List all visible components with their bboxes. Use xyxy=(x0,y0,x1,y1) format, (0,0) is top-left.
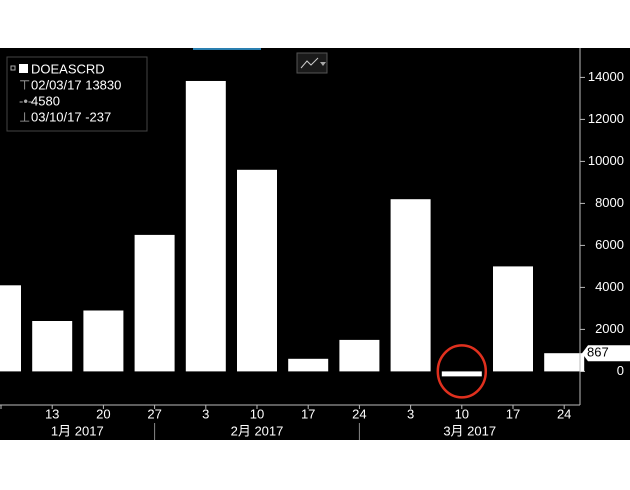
bar xyxy=(134,234,175,372)
bar xyxy=(390,199,431,372)
bar xyxy=(544,353,585,372)
legend-high: 02/03/17 13830 xyxy=(31,77,121,92)
x-tick-label: 10 xyxy=(250,406,264,421)
y-tick-label: 6000 xyxy=(595,237,624,252)
highlight-circle xyxy=(436,344,488,399)
x-tick-label: 20 xyxy=(96,406,110,421)
legend-high-icon: ⊤ xyxy=(19,77,30,92)
bar xyxy=(185,80,226,372)
bar xyxy=(339,339,380,372)
x-tick-label: 17 xyxy=(506,406,520,421)
month-label: 2月 2017 xyxy=(231,423,284,438)
dropdown-arrow xyxy=(320,62,326,66)
x-tick-label: 24 xyxy=(557,406,571,421)
legend-ticker: DOEASCRD xyxy=(31,61,105,76)
legend-marker xyxy=(10,65,16,71)
x-tick-label: 10 xyxy=(455,406,469,421)
y-tick-label: 12000 xyxy=(588,111,624,126)
x-tick-label: 27 xyxy=(147,406,161,421)
bar xyxy=(83,310,124,372)
bar xyxy=(288,358,329,372)
x-tick-label: 3 xyxy=(407,406,414,421)
x-tick-label: 17 xyxy=(301,406,315,421)
bar xyxy=(32,321,73,372)
month-label: 3月 2017 xyxy=(443,423,496,438)
x-tick-label: 24 xyxy=(352,406,366,421)
tab-indicator xyxy=(193,48,261,50)
bar xyxy=(0,285,21,372)
last-value-label: 867 xyxy=(587,345,609,360)
y-tick-label: 4000 xyxy=(595,279,624,294)
last-value-tag xyxy=(582,345,630,362)
y-tick-label: 8000 xyxy=(595,195,624,210)
bar xyxy=(237,169,277,372)
y-tick-label: 14000 xyxy=(588,69,624,84)
x-tick-label: 3 xyxy=(202,406,209,421)
legend-avg-icon: -•- xyxy=(19,93,32,108)
y-tick-label: 0 xyxy=(617,363,624,378)
bar xyxy=(493,266,533,372)
y-tick-label: 2000 xyxy=(595,321,624,336)
y-tick-label: 10000 xyxy=(588,153,624,168)
legend-low-icon: ⊥ xyxy=(19,109,30,124)
legend-swatch xyxy=(19,64,28,73)
legend-average: 4580 xyxy=(31,93,60,108)
legend-low: 03/10/17 -237 xyxy=(31,109,111,124)
bar xyxy=(441,371,482,377)
chart-type-button[interactable] xyxy=(296,52,328,74)
month-label: 1月 2017 xyxy=(51,423,104,438)
legend: DOEASCRD ⊤ 02/03/17 13830 -•- 4580 ⊥ 03/… xyxy=(6,56,148,132)
chart-type-icon xyxy=(300,57,319,69)
legend-box xyxy=(6,56,148,132)
x-tick-label: 13 xyxy=(45,406,59,421)
